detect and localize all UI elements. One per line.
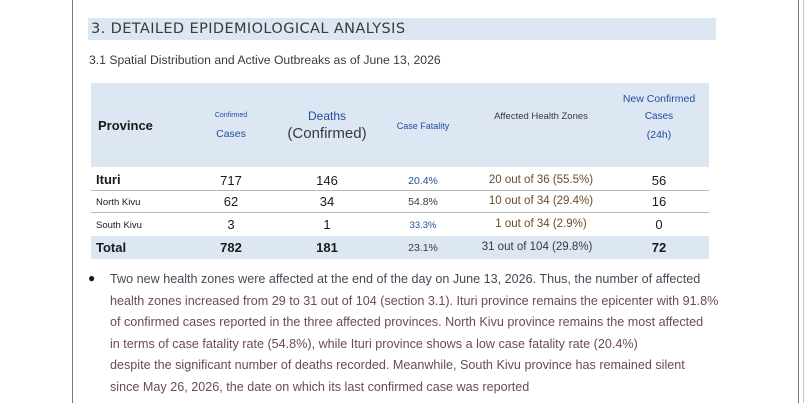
- paragraph-line: of confirmed cases reported in the three…: [110, 315, 704, 329]
- total-zones: 31 out of 104 (29.8%): [481, 241, 593, 253]
- total-label: Total: [96, 240, 127, 255]
- row-ituri-province: Ituri: [96, 172, 121, 187]
- total-cases: 782: [220, 240, 242, 255]
- paragraph-line: in terms of case fatality rate (54.8%), …: [110, 336, 638, 351]
- row-north-kivu-cases: 62: [223, 194, 239, 209]
- row-south-kivu-new: 0: [655, 217, 663, 232]
- header-case-fatality: Case Fatality: [396, 121, 450, 131]
- total-row-background: [91, 236, 709, 259]
- total-cfr: 23.1%: [408, 242, 438, 254]
- page-frame: [72, 0, 799, 403]
- total-deaths: 181: [316, 240, 338, 255]
- row-divider: [91, 212, 709, 213]
- bullet-icon: ●: [88, 271, 96, 285]
- header-deaths: Deaths: [307, 109, 347, 123]
- row-ituri-zones: 20 out of 36 (55.5%): [488, 174, 594, 186]
- row-north-kivu-cfr: 54.8%: [408, 196, 438, 208]
- paragraph-line: since May 26, 2026, the date on which it…: [110, 379, 530, 394]
- header-new-cases: Cases: [644, 111, 674, 122]
- row-south-kivu-zones: 1 out of 34 (2.9%): [495, 218, 587, 230]
- row-divider: [91, 190, 709, 191]
- paragraph-line: Two new health zones were affected at th…: [110, 272, 701, 286]
- analysis-paragraph: Two new health zones were affected at th…: [110, 269, 720, 398]
- header-confirmed-label: Confirmed: [214, 112, 248, 119]
- header-new-confirmed: New Confirmed: [622, 93, 696, 105]
- section-title: 3. DETAILED EPIDEMIOLOGICAL ANALYSIS: [88, 18, 716, 40]
- row-north-kivu-province: North Kivu: [96, 197, 141, 208]
- header-health-zones: Affected Health Zones: [494, 111, 588, 122]
- header-province: Province: [98, 118, 153, 133]
- row-south-kivu-deaths: 1: [323, 217, 331, 232]
- row-south-kivu-cases: 3: [227, 217, 235, 232]
- row-ituri-cases: 717: [220, 173, 242, 188]
- header-new-24h: (24h): [646, 129, 672, 141]
- table-header-background: [91, 83, 709, 167]
- total-new: 72: [651, 240, 667, 255]
- row-north-kivu-deaths: 34: [319, 194, 335, 209]
- row-ituri-deaths: 146: [316, 173, 338, 188]
- paragraph-line: health zones increased from 29 to 31 out…: [110, 293, 719, 308]
- header-confirmed-cases: Cases: [216, 128, 246, 140]
- row-ituri-new: 56: [651, 173, 667, 188]
- row-ituri-cfr: 20.4%: [408, 175, 438, 187]
- row-south-kivu-province: South Kivu: [96, 220, 142, 231]
- row-north-kivu-new: 16: [651, 194, 667, 209]
- row-north-kivu-zones: 10 out of 34 (29.4%): [488, 195, 594, 207]
- paragraph-line: despite the significant number of deaths…: [110, 358, 685, 372]
- row-south-kivu-cfr: 33.3%: [409, 220, 437, 231]
- header-deaths-confirmed: (Confirmed): [287, 125, 367, 142]
- subsection-title: 3.1 Spatial Distribution and Active Outb…: [89, 53, 441, 67]
- page-edge-divider: [803, 0, 804, 403]
